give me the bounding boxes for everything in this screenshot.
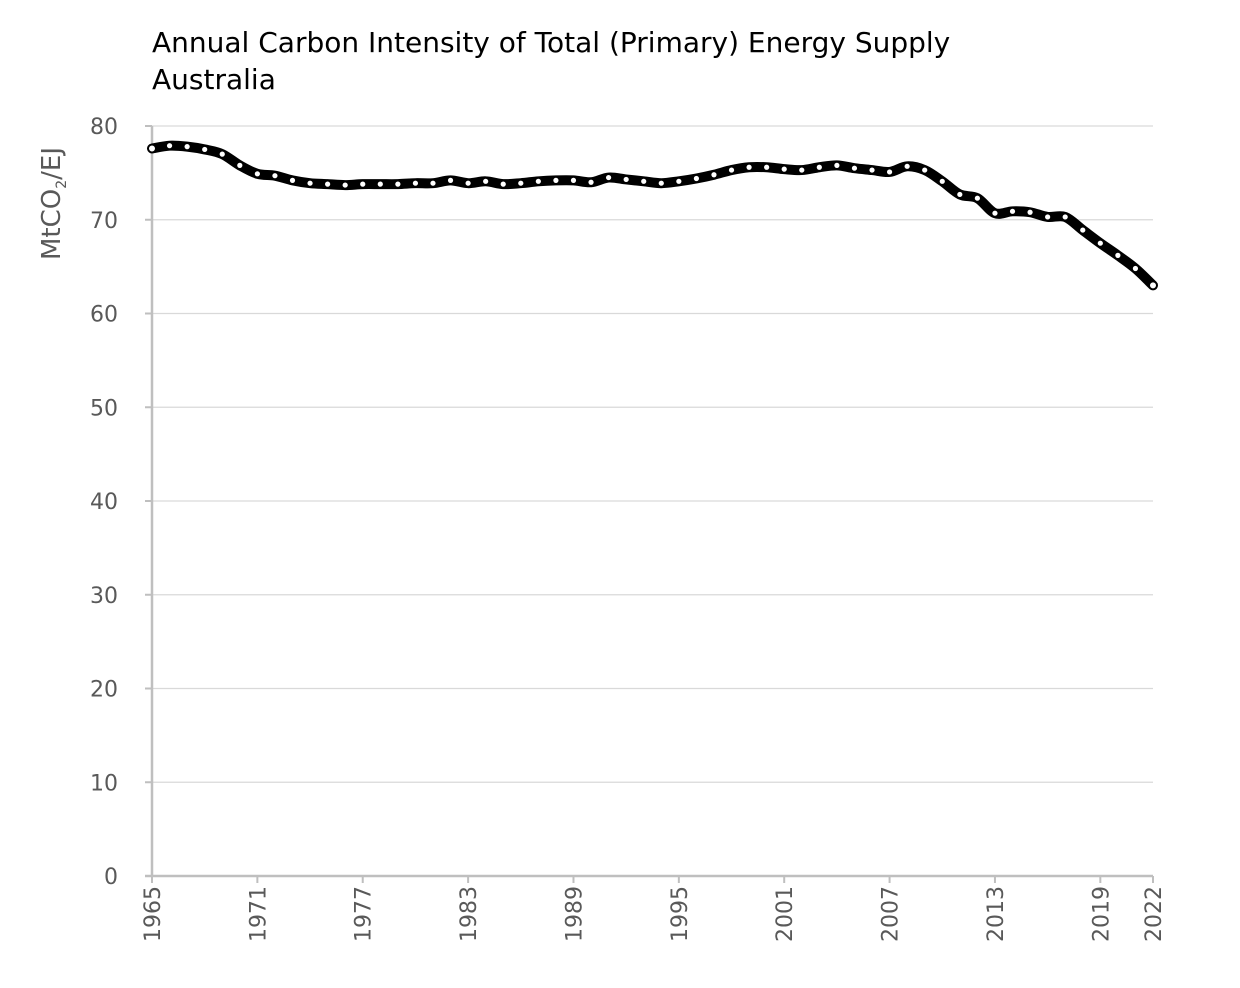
y-tick-label: 0 (104, 865, 118, 890)
data-point (342, 182, 348, 188)
data-point (1027, 209, 1033, 215)
x-tick-label: 1989 (562, 886, 587, 942)
data-point (1062, 214, 1068, 220)
data-point (360, 181, 366, 187)
data-point (658, 180, 664, 186)
data-point (1045, 214, 1051, 220)
data-point (465, 180, 471, 186)
data-point (237, 162, 243, 168)
data-point (728, 167, 735, 173)
series-line (147, 140, 1158, 291)
y-tick-label: 80 (90, 115, 118, 140)
y-tick-label: 10 (90, 771, 118, 796)
y-tick-label: 20 (90, 678, 118, 703)
data-point (430, 180, 436, 186)
y-tick-label: 50 (90, 396, 118, 421)
data-point (676, 178, 682, 184)
data-point (184, 144, 190, 150)
data-point (799, 167, 805, 173)
data-point (147, 144, 157, 153)
y-axis-title-main: MtCO (37, 189, 67, 260)
data-point (570, 177, 577, 183)
y-axis-title-subscript: 2 (54, 180, 70, 189)
data-point (992, 210, 998, 216)
data-point (500, 181, 506, 187)
data-point (412, 180, 419, 186)
x-tick-label: 1983 (457, 886, 482, 942)
data-point (974, 195, 980, 201)
data-point (922, 167, 928, 173)
x-tick-label: 1977 (352, 886, 377, 942)
data-point (588, 179, 594, 185)
data-point (1148, 281, 1158, 290)
data-point (851, 165, 858, 171)
data-point (904, 163, 910, 169)
y-tick-label: 40 (90, 490, 118, 515)
y-tick-label: 70 (90, 209, 118, 234)
y-tick-label: 60 (90, 303, 118, 328)
data-point (395, 181, 401, 187)
data-point (711, 172, 717, 178)
data-point (447, 177, 454, 183)
series-australia (147, 140, 1158, 291)
data-point (605, 174, 612, 181)
x-tick-label: 2013 (984, 886, 1009, 942)
data-point (254, 171, 260, 177)
y-axis-ticks: 0 10 20 30 40 50 60 70 80 (90, 115, 152, 890)
chart-title: Annual Carbon Intensity of Total (Primar… (152, 26, 950, 59)
x-tick-label: 2001 (773, 886, 798, 942)
data-point (219, 151, 225, 157)
data-point (834, 162, 840, 168)
data-point (764, 164, 770, 170)
data-point (307, 180, 313, 186)
data-point (1009, 208, 1016, 214)
x-tick-label: 2007 (879, 886, 904, 942)
data-point (746, 164, 752, 170)
data-point (623, 176, 629, 183)
x-tick-label: 2019 (1089, 886, 1114, 942)
data-point (886, 169, 893, 175)
data-point (1115, 252, 1121, 258)
data-point (518, 180, 524, 186)
data-point (957, 191, 963, 198)
y-tick-label: 30 (90, 584, 118, 609)
data-point (535, 178, 541, 184)
x-tick-label: 1971 (246, 886, 271, 942)
data-point (1132, 265, 1139, 272)
data-point (1080, 227, 1086, 233)
data-point (289, 177, 296, 183)
data-point (377, 181, 383, 187)
x-tick-label: 1965 (141, 886, 166, 942)
data-point (166, 143, 173, 149)
data-point (641, 178, 647, 184)
data-point (553, 177, 559, 183)
y-axis-title-suffix: /EJ (37, 147, 67, 180)
data-point (1097, 240, 1103, 246)
data-point (816, 164, 822, 170)
data-point (483, 178, 489, 184)
data-point (939, 178, 945, 184)
data-point (272, 173, 278, 179)
data-point (781, 166, 787, 172)
y-axis-title: MtCO2/EJ (37, 147, 70, 260)
gridlines (152, 125, 1153, 783)
data-point (693, 175, 700, 182)
data-point (202, 146, 208, 153)
chart-subtitle: Australia (152, 63, 276, 96)
x-tick-label: 2022 (1142, 886, 1167, 942)
data-point (325, 181, 331, 187)
x-axis-ticks: 1965 1971 1977 1983 1989 1995 2001 2007 2013 2019… (141, 876, 1167, 942)
data-point (869, 167, 875, 173)
x-tick-label: 1995 (668, 886, 693, 942)
